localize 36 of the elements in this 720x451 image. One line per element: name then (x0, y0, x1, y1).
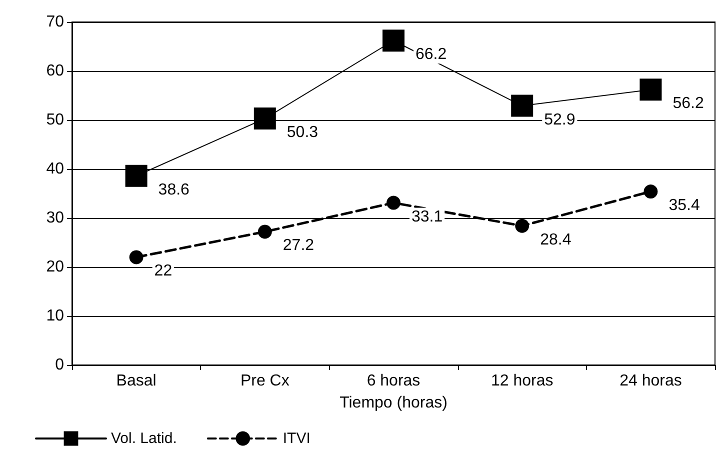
point (129, 250, 144, 264)
point (254, 108, 276, 130)
legend-label: Vol. Latid. (111, 430, 177, 447)
point (515, 218, 530, 233)
data-label: 38.6 (158, 181, 190, 198)
x-tick-label: 6 horas (366, 372, 420, 390)
data-label: 35.4 (668, 197, 700, 214)
y-tick-label: 70 (46, 14, 64, 30)
data-label: 50.3 (286, 124, 318, 142)
data-label: 52.9 (544, 111, 576, 128)
data-label: 22 (154, 262, 172, 280)
data-label: 33.1 (412, 208, 443, 226)
y-tick-label: 10 (46, 308, 64, 324)
x-tick-label: Basal (116, 372, 156, 390)
x-axis-title: Tiempo (horas) (340, 394, 448, 412)
x-tick-label: Pre Cx (240, 372, 290, 390)
point (258, 224, 272, 239)
x-tick-label: 12 horas (490, 372, 554, 390)
point (511, 94, 534, 117)
point (386, 196, 400, 210)
data-label: 27.2 (282, 237, 314, 254)
y-tick-label: 40 (46, 160, 64, 178)
point (644, 184, 658, 199)
y-tick-label: 60 (46, 62, 64, 80)
x-tick-label: 24 horas (620, 372, 682, 390)
y-tick-label: 30 (46, 210, 64, 226)
data-label: 28.4 (540, 231, 572, 248)
point (382, 30, 404, 52)
data-label: 66.2 (416, 46, 447, 64)
data-label: 56.2 (672, 95, 704, 112)
y-tick-label: 50 (46, 112, 64, 128)
y-tick-label: 0 (55, 356, 64, 374)
point (125, 164, 148, 187)
legend-label: ITVI (282, 430, 310, 447)
y-tick-label: 20 (46, 258, 64, 276)
point (640, 78, 662, 101)
